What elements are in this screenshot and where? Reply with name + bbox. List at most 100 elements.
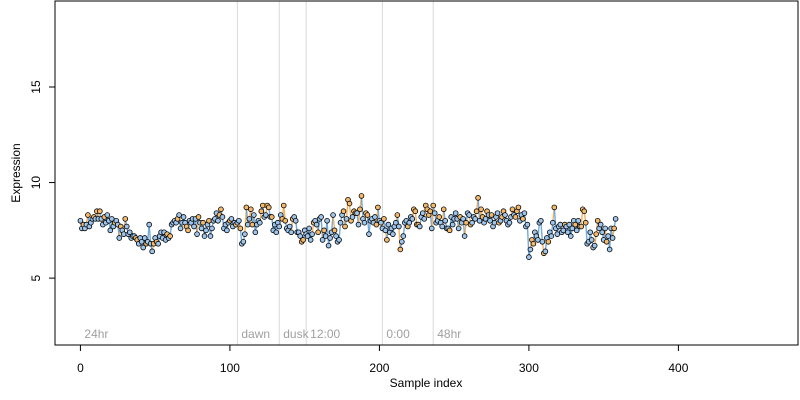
data-point-348 — [597, 221, 604, 228]
data-point-165 — [324, 217, 330, 224]
data-point-186 — [355, 221, 362, 228]
data-point-147 — [297, 233, 303, 239]
x-tick-label-2: 200 — [369, 361, 389, 375]
data-point-114 — [248, 206, 254, 213]
data-point-126 — [265, 204, 272, 211]
data-point-321 — [557, 221, 564, 228]
x-tick-label-3: 300 — [519, 361, 539, 375]
data-point-188 — [358, 193, 365, 199]
y-axis-label: Expression — [9, 143, 23, 202]
data-point-277 — [491, 219, 498, 226]
data-point-153 — [306, 225, 312, 232]
data-point-317 — [551, 204, 558, 211]
data-point-275 — [488, 212, 495, 218]
data-segment-189 — [360, 195, 364, 219]
data-point-230 — [421, 216, 428, 222]
data-point-144 — [292, 217, 299, 224]
data-point-128 — [268, 214, 275, 220]
data-point-274 — [487, 217, 493, 224]
data-point-30 — [122, 216, 129, 222]
x-axis: 0 100 200 300 400 — [77, 344, 689, 375]
data-point-337 — [581, 208, 588, 215]
data-point-161 — [318, 214, 324, 220]
data-point-60 — [167, 233, 173, 239]
data-point-257 — [461, 233, 468, 239]
data-segment-47 — [148, 224, 152, 244]
data-point-212 — [394, 212, 401, 218]
annotation-label-4: 0:00 — [386, 327, 410, 341]
data-point-203 — [381, 216, 387, 222]
data-point-333 — [575, 217, 582, 224]
data-point-249 — [449, 221, 456, 228]
data-point-265 — [473, 208, 480, 215]
data-point-268 — [478, 206, 484, 213]
data-point-136 — [280, 202, 287, 209]
data-point-122 — [260, 202, 266, 209]
data-point-262 — [469, 219, 475, 226]
data-point-253 — [455, 225, 462, 232]
data-point-112 — [245, 221, 251, 228]
data-point-106 — [236, 217, 242, 224]
data-point-328 — [567, 233, 574, 239]
data-point-332 — [573, 227, 580, 234]
data-point-319 — [554, 231, 561, 237]
data-segment-79 — [196, 216, 200, 235]
data-point-180 — [346, 200, 353, 207]
data-point-251 — [452, 210, 459, 216]
data-point-115 — [249, 221, 256, 228]
data-point-182 — [349, 214, 356, 220]
data-point-279 — [494, 210, 501, 216]
data-point-351 — [602, 225, 608, 232]
data-point-297 — [521, 210, 528, 216]
data-point-87 — [207, 233, 214, 239]
data-point-327 — [566, 221, 573, 228]
data-point-335 — [578, 223, 585, 230]
data-point-76 — [191, 223, 197, 230]
annotation-label-5: 48hr — [437, 327, 461, 341]
data-point-69 — [180, 214, 187, 220]
data-segment-112 — [245, 207, 249, 225]
data-point-81 — [198, 225, 205, 232]
data-point-338 — [582, 219, 589, 226]
data-point-222 — [409, 216, 416, 222]
data-segment-214 — [398, 226, 402, 250]
data-point-216 — [400, 233, 407, 239]
x-axis-label: Sample index — [390, 376, 463, 390]
data-point-21 — [109, 216, 115, 222]
data-point-166 — [325, 242, 332, 249]
data-point-303 — [530, 240, 537, 247]
data-point-213 — [396, 223, 402, 230]
data-point-306 — [535, 237, 541, 243]
annotation-label-3: 12:00 — [310, 327, 340, 341]
data-point-83 — [201, 233, 208, 239]
data-point-111 — [243, 204, 250, 211]
y-axis: 5 10 15 — [29, 80, 56, 281]
data-point-326 — [564, 229, 571, 236]
data-segment-300 — [526, 224, 530, 258]
data-point-152 — [304, 233, 311, 239]
data-point-201 — [378, 219, 384, 226]
data-point-31 — [123, 223, 130, 230]
data-point-264 — [472, 216, 478, 222]
annotation-label-0: 24hr — [84, 327, 108, 341]
data-point-260 — [466, 212, 472, 218]
y-tick-label-2: 15 — [29, 80, 43, 94]
data-point-120 — [257, 219, 263, 226]
data-point-192 — [364, 212, 371, 218]
data-point-164 — [322, 233, 329, 239]
data-point-308 — [538, 217, 544, 224]
data-point-158 — [313, 221, 320, 228]
data-point-72 — [185, 227, 191, 234]
data-point-48 — [149, 248, 155, 255]
data-point-174 — [337, 219, 344, 226]
data-point-315 — [548, 233, 555, 239]
data-point-178 — [343, 216, 350, 222]
data-point-258 — [463, 219, 469, 226]
data-point-140 — [286, 223, 293, 230]
data-point-214 — [397, 246, 404, 253]
data-point-187 — [357, 206, 363, 213]
data-point-236 — [430, 202, 437, 209]
data-point-141 — [288, 229, 295, 236]
data-point-149 — [300, 237, 306, 243]
